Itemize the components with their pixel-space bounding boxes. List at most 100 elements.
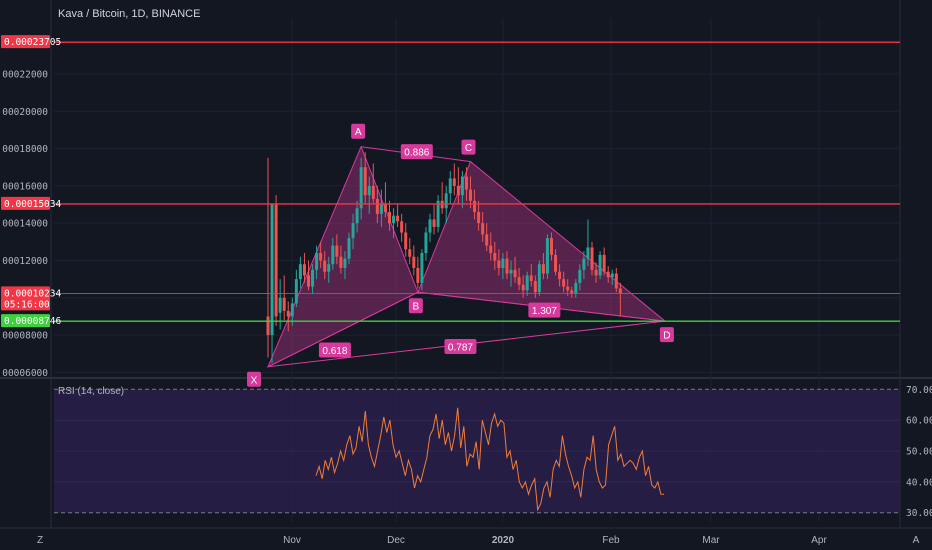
candle-body (582, 258, 586, 270)
ratio-label-bg (528, 302, 561, 318)
candle-body (339, 256, 343, 268)
chart-title: Kava / Bitcoin, 1D, BINANCE (58, 8, 201, 20)
scale-icon-right: A (913, 535, 920, 546)
candle-body (554, 254, 558, 272)
price-level-label: 0.00008746 (4, 316, 61, 327)
candle-body (473, 200, 477, 212)
ratio-label-bg (400, 144, 433, 160)
candle-body (529, 275, 533, 282)
candle-body (477, 211, 481, 224)
x-tick-label: 2020 (492, 535, 515, 546)
x-tick-label: Dec (387, 535, 405, 546)
pattern-line-xb (267, 291, 419, 368)
candle-body (590, 247, 594, 270)
candle-body (428, 219, 432, 233)
candle-body (533, 281, 537, 293)
candle-body (545, 238, 549, 274)
candle-body (307, 275, 310, 287)
candle-body (359, 167, 363, 209)
x-tick-label: Nov (283, 535, 301, 546)
rsi-tick-label: 70.00 (906, 385, 932, 396)
price-level-label-bg (1, 196, 50, 210)
y-tick-label: 0.00018000 (0, 144, 48, 155)
candle-body (444, 193, 448, 209)
candle-body (497, 260, 501, 268)
price-level-label-bg (1, 35, 50, 49)
price-level-label-bg (1, 286, 50, 311)
candle-body (388, 211, 391, 224)
scale-icon-left: Z (37, 535, 43, 546)
candle-body (537, 264, 541, 293)
rsi-title: RSI (14, close) (58, 386, 124, 397)
rsi-tick-label: 40.00 (906, 477, 932, 488)
candle-body (570, 290, 574, 295)
y-tick-label: 0.00006000 (0, 368, 48, 379)
candle-body (335, 245, 339, 257)
candle-body (298, 264, 302, 280)
price-level-label: 0.00015034 (4, 199, 61, 210)
candle-body (452, 178, 456, 186)
candle-body (460, 176, 464, 196)
candle-body (586, 247, 590, 259)
candle-body (290, 303, 294, 317)
ratio-label: 0.886 (404, 148, 429, 159)
candle-body (485, 234, 489, 246)
candle-body (323, 260, 327, 272)
candle-body (541, 264, 545, 274)
candle-body (606, 271, 610, 278)
point-label-a: A (355, 127, 362, 138)
y-tick-label: 0.00008000 (0, 331, 48, 342)
point-label-a-bg (351, 123, 366, 139)
candle-body (416, 267, 420, 283)
candle-body (481, 223, 485, 235)
y-tick-label: 0.00016000 (0, 181, 48, 192)
candle-body (525, 275, 529, 291)
candle-body (319, 253, 323, 261)
y-tick-label: 0.00012000 (0, 256, 48, 267)
candle-body (274, 204, 278, 317)
ratio-label-bg (444, 338, 477, 354)
candle-body (594, 269, 598, 276)
candle-body (574, 282, 578, 295)
point-label-d-bg (659, 327, 674, 343)
price-level-label-bg (1, 314, 50, 328)
x-tick-label: Feb (602, 535, 620, 546)
rsi-tick-label: 30.00 (906, 508, 932, 519)
price-level-label: 0.00010234 (4, 288, 61, 299)
candle-body (379, 204, 383, 214)
candle-body (521, 284, 525, 291)
candle-body (598, 254, 602, 276)
candle-body (456, 185, 460, 196)
countdown-label: 05:16:00 (4, 299, 50, 310)
candle-body (311, 269, 315, 287)
candle-body (270, 204, 274, 336)
point-label-c: C (465, 143, 472, 154)
candle-body (562, 279, 566, 287)
rsi-line (315, 407, 664, 512)
candle-body (286, 310, 290, 317)
candle-body (294, 279, 298, 304)
candle-body (343, 258, 347, 268)
candle-body (509, 269, 513, 274)
candle-body (448, 178, 452, 194)
candle-body (424, 232, 428, 254)
candle-body (469, 189, 472, 201)
candle-body (432, 219, 436, 227)
point-label-b: B (413, 302, 420, 313)
ratio-label: 0.618 (322, 346, 347, 357)
x-tick-label: Apr (811, 535, 827, 546)
candle-body (351, 223, 355, 239)
y-tick-label: 0.00022000 (0, 69, 48, 80)
candle-body (610, 273, 614, 278)
candle-body (375, 198, 379, 214)
point-label-d: D (663, 331, 670, 342)
price-level-label: 0.00023705 (4, 37, 61, 48)
candle-body (363, 167, 367, 196)
candle-body (614, 273, 618, 289)
candle-body (371, 185, 375, 199)
candle-body (517, 277, 521, 285)
x-tick-label: Mar (702, 535, 720, 546)
candle-body (400, 221, 404, 233)
